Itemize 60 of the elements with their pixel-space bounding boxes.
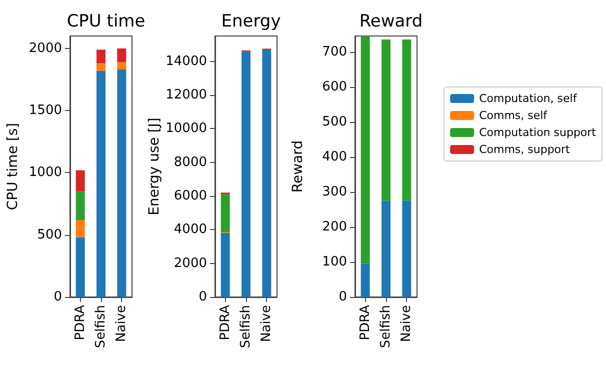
y-tick-label: 200	[322, 219, 347, 234]
bar	[220, 233, 230, 297]
y-tick-label: 600	[322, 79, 347, 94]
bar	[76, 191, 85, 220]
y-tick-label: 14000	[166, 54, 207, 69]
y-tick-label: 500	[322, 114, 347, 130]
y-tick-label: 10000	[166, 121, 207, 136]
x-tick-label: Selfish	[238, 305, 254, 348]
legend-label: Comms, self	[479, 109, 548, 122]
chart-title: CPU time	[66, 12, 146, 32]
x-tick-label: PDRA	[358, 304, 373, 340]
y-tick-label: 8000	[174, 154, 207, 170]
bar	[382, 200, 390, 297]
y-tick-label: 700	[322, 44, 347, 60]
bar	[76, 237, 85, 297]
bar	[76, 220, 85, 238]
legend-label: Computation support	[479, 126, 597, 139]
bar	[117, 62, 126, 70]
y-axis-title: CPU time [s]	[5, 122, 21, 210]
legend-label: Comms, support	[479, 143, 571, 156]
y-tick-label: 0	[338, 290, 347, 304]
y-axis-title: Energy use [J]	[146, 118, 163, 216]
bar	[402, 200, 412, 297]
bar	[76, 170, 85, 192]
y-tick-label: 1500	[28, 103, 62, 118]
bar	[96, 50, 106, 64]
x-tick-label: Selfish	[378, 305, 394, 348]
y-tick-label: 0	[54, 290, 62, 304]
y-tick-label: 6000	[174, 188, 207, 204]
y-tick-label: 0	[198, 290, 207, 304]
x-tick-label: Naive	[399, 305, 414, 342]
bar	[402, 40, 412, 201]
y-tick-label: 12000	[166, 87, 207, 102]
x-tick-label: Selfish	[94, 305, 108, 348]
y-tick-label: 2000	[28, 40, 62, 56]
bar	[242, 51, 250, 297]
x-tick-label: Naive	[114, 305, 130, 342]
y-tick-label: 100	[322, 254, 347, 270]
y-tick-label: 400	[322, 149, 347, 164]
bar	[220, 194, 230, 232]
legend-label: Computation, self	[479, 92, 578, 105]
bar	[262, 49, 272, 297]
y-tick-label: 4000	[174, 222, 207, 238]
bar	[96, 70, 106, 297]
y-tick-label: 500	[37, 227, 62, 242]
y-tick-label: 2000	[174, 256, 207, 271]
y-tick-label: 300	[322, 184, 347, 200]
bar	[360, 36, 370, 264]
y-axis-title: Reward	[290, 140, 306, 193]
bar	[382, 40, 390, 201]
bar	[96, 63, 106, 71]
chart-title: Energy	[221, 12, 281, 32]
x-tick-label: PDRA	[218, 304, 233, 340]
chart-title: Reward	[359, 12, 423, 32]
x-tick-label: Naive	[259, 305, 274, 342]
y-tick-label: 1000	[28, 165, 62, 180]
bar	[117, 48, 126, 62]
x-tick-label: PDRA	[72, 304, 88, 340]
bar	[117, 70, 126, 297]
bar	[360, 264, 370, 297]
